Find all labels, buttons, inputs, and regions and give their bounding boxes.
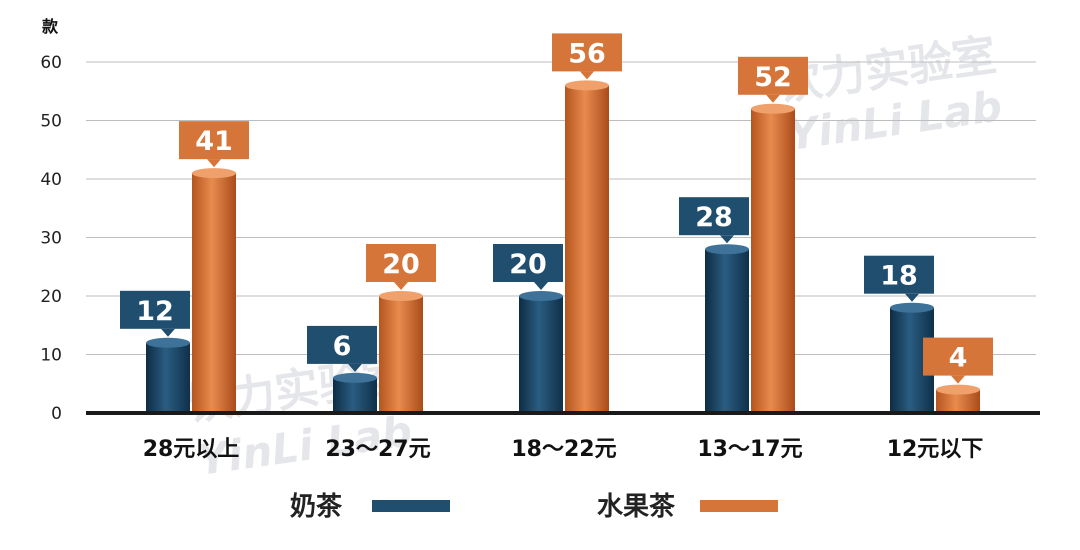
data-label-box: [738, 56, 808, 95]
data-label-box: [307, 325, 377, 364]
bar-cap: [519, 291, 563, 301]
watermark-top: 饮力实验室 YinLi Lab: [774, 30, 1005, 160]
bar-body: [751, 108, 795, 414]
x-axis-categories: 28元以上 23～27元 18～22元 13～17元 12元以下: [143, 437, 984, 462]
data-label-text: 4: [949, 343, 968, 374]
legend-swatch: [700, 500, 778, 512]
data-label-milk-tea-2: 20: [493, 244, 563, 290]
category-label: 18～22元: [511, 437, 616, 462]
bar-body: [565, 85, 609, 414]
data-label-box: [864, 255, 934, 294]
data-label-text: 12: [136, 296, 174, 327]
data-label-pointer: [720, 235, 734, 244]
bar-body: [936, 389, 980, 413]
bar-body: [146, 342, 190, 413]
data-label-fruit-tea-1: 20: [366, 244, 436, 290]
y-tick-label: 40: [40, 170, 62, 190]
y-axis-ticks: 0 10 20 30 40 50 60: [40, 53, 62, 424]
bar-milk-tea-1: [333, 372, 377, 413]
bar-body: [379, 296, 423, 413]
bar-milk-tea-0: [146, 337, 190, 413]
bar-milk-tea-2: [519, 291, 563, 413]
y-tick-label: 10: [40, 346, 62, 366]
bar-cap: [379, 291, 423, 301]
data-label-box: [179, 121, 249, 160]
data-label-milk-tea-1: 6: [307, 325, 377, 372]
bar-body: [192, 173, 236, 413]
legend-label: 水果茶: [597, 492, 676, 522]
data-label-milk-tea-4: 18: [864, 255, 934, 302]
legend-swatch: [372, 500, 450, 512]
data-label-text: 56: [568, 38, 606, 69]
data-label-pointer: [348, 363, 362, 372]
bar-cap: [890, 302, 934, 313]
bar-fruit-tea-2: [565, 80, 609, 414]
y-tick-label: 30: [40, 229, 62, 249]
y-tick-label: 20: [40, 287, 62, 307]
data-label-pointer: [951, 375, 965, 384]
bar-body: [519, 296, 563, 413]
data-label-pointer: [534, 282, 548, 290]
data-label-box: [552, 33, 622, 72]
data-label-text: 20: [382, 249, 420, 280]
bar-milk-tea-3: [705, 244, 749, 413]
legend-item-milk-tea: 奶茶: [290, 491, 450, 522]
data-label-milk-tea-0: 12: [120, 290, 190, 337]
bars: 12 41 6 20 20 56 28 52 18 4: [120, 33, 993, 414]
data-label-box: [120, 290, 190, 329]
data-label-text: 6: [333, 331, 352, 362]
data-label-box: [493, 244, 563, 282]
data-label-pointer: [394, 282, 408, 290]
bar-cap: [936, 384, 980, 395]
data-label-box: [366, 244, 436, 282]
y-tick-label: 60: [40, 53, 62, 73]
data-label-pointer: [766, 94, 780, 103]
data-label-fruit-tea-2: 56: [552, 33, 622, 80]
y-tick-label: 0: [51, 404, 62, 424]
bar-cap: [192, 168, 236, 179]
bar-cap: [705, 244, 749, 255]
y-axis-unit: 款: [42, 17, 59, 36]
data-label-fruit-tea-3: 52: [738, 56, 808, 103]
y-tick-label: 50: [40, 112, 62, 132]
category-label: 28元以上: [143, 437, 240, 462]
data-label-text: 52: [754, 62, 792, 93]
data-label-pointer: [207, 159, 221, 168]
data-label-text: 41: [195, 126, 233, 157]
bar-body: [333, 377, 377, 413]
data-label-pointer: [905, 293, 919, 302]
bar-body: [705, 249, 749, 413]
bar-fruit-tea-0: [192, 168, 236, 413]
data-label-milk-tea-3: 28: [679, 197, 749, 244]
legend: 奶茶 水果茶: [290, 491, 778, 522]
category-label: 12元以下: [887, 437, 984, 462]
data-label-text: 18: [880, 261, 918, 292]
category-label: 13～17元: [697, 437, 802, 462]
legend-item-fruit-tea: 水果茶: [597, 492, 778, 522]
data-label-fruit-tea-4: 4: [923, 337, 993, 384]
category-label: 23～27元: [325, 437, 430, 462]
data-label-pointer: [580, 71, 594, 80]
data-label-box: [679, 197, 749, 236]
bar-cap: [751, 103, 795, 114]
bar-fruit-tea-3: [751, 103, 795, 414]
bar-cap: [333, 372, 377, 383]
data-label-pointer: [161, 328, 175, 337]
bar-fruit-tea-1: [379, 291, 423, 413]
bar-cap: [565, 80, 609, 91]
legend-label: 奶茶: [290, 491, 343, 522]
data-label-text: 28: [695, 202, 733, 233]
data-label-fruit-tea-0: 41: [179, 121, 249, 168]
data-label-box: [923, 337, 993, 376]
data-label-text: 20: [509, 249, 547, 280]
bar-cap: [146, 337, 190, 348]
bar-fruit-tea-4: [936, 384, 980, 413]
